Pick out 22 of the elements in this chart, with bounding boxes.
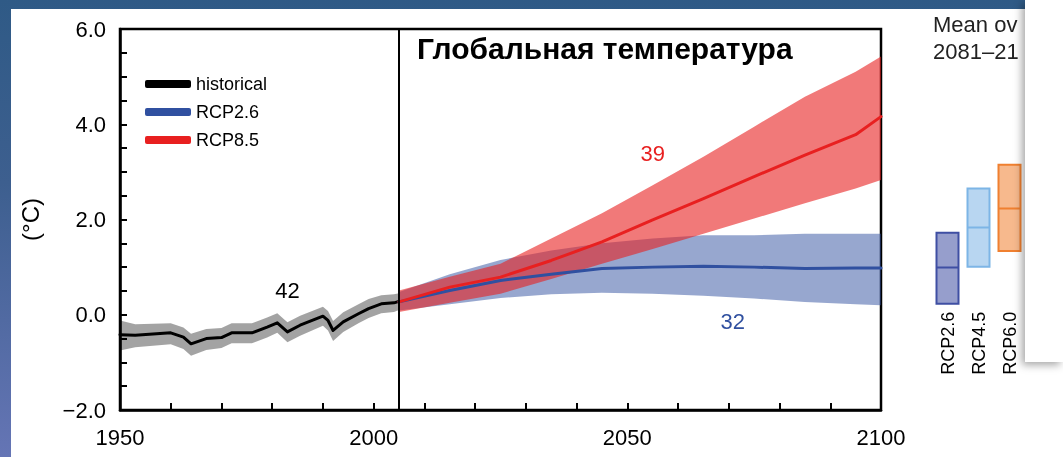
x-tick-label: RCP6.0	[999, 311, 1020, 375]
line-series	[397, 115, 883, 304]
chart-title: Mean ov 2081–21	[933, 12, 1019, 64]
x-tick-label: RCP2.6	[937, 311, 958, 375]
y-tick-label: 2.0	[75, 207, 106, 232]
annotation: 42	[275, 277, 300, 303]
y-tick-label: −2.0	[62, 397, 106, 423]
y-axis-title: (°C)	[16, 198, 44, 241]
y-tick-label: 6.0	[75, 16, 106, 42]
chart-title: Глобальная температура	[417, 31, 793, 65]
legend-label: historical	[196, 74, 268, 94]
annotation: 32	[720, 309, 745, 335]
legend-label: RCP8.5	[196, 130, 260, 150]
x-tick-label: RCP4.5	[968, 311, 989, 375]
x-tick-label: 2050	[602, 424, 652, 450]
y-tick-label: 0.0	[75, 302, 106, 328]
x-tick-label: 1950	[95, 424, 145, 450]
legend-label: RCP2.6	[196, 102, 260, 122]
x-tick-label: 2100	[856, 424, 906, 450]
y-tick-label: 4.0	[75, 111, 106, 137]
annotation: 39	[640, 140, 665, 166]
x-tick-label: 2000	[349, 424, 399, 450]
